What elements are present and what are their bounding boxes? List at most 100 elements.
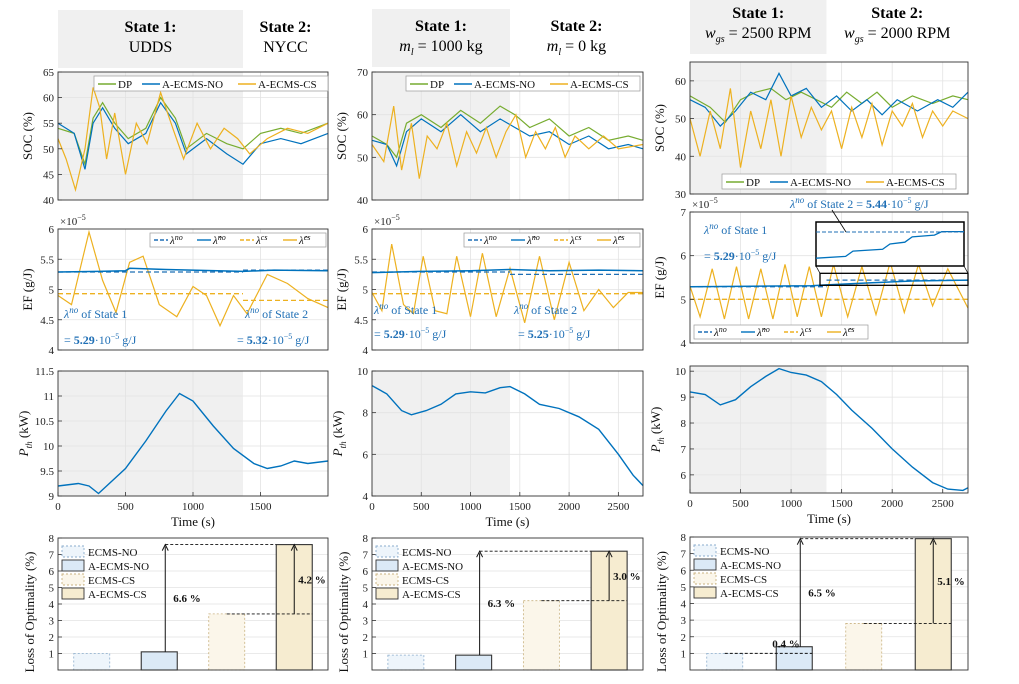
y-tick-label: 5: [363, 285, 369, 297]
y-tick-label: 8: [363, 533, 369, 545]
y-tick-label: 2: [681, 632, 687, 644]
y-tick-label: 4: [681, 599, 687, 611]
y-tick-label: 4: [49, 599, 55, 611]
loss-gap-label-no: 6.5 %: [808, 588, 836, 600]
pth-ylabel: Pth (kW): [16, 411, 34, 458]
loss-legend-swatch: [693, 572, 717, 585]
loss-legend-label: ECMS-CS: [720, 574, 767, 586]
state-1-header-shade: [58, 10, 243, 68]
y-tick-label: 6: [363, 566, 369, 578]
loss-legend-swatch: [375, 587, 399, 600]
y-tick-label: 3: [363, 616, 369, 628]
y-tick-label: 4.5: [354, 315, 368, 327]
loss-legend-swatch: [61, 587, 85, 600]
soc-ylabel: SOC (%): [20, 112, 35, 160]
ef-zoom-connector: [815, 265, 821, 274]
y-tick-label: 4: [681, 338, 687, 350]
loss-legend-label: A-ECMS-CS: [88, 589, 147, 601]
x-tick-label: 0: [369, 501, 375, 513]
loss-legend-swatch: [375, 573, 399, 586]
ef-annotation-state-2-title: λno of State 2: [513, 301, 577, 317]
ef-annotation-state-1-value: = 5.29·10−5 g/J: [374, 326, 447, 341]
y-tick-label: 9: [681, 392, 687, 404]
y-tick-label: 9.5: [40, 466, 54, 478]
state-1-shade: [372, 72, 510, 200]
loss-gap-label-extra: 0.4 %: [772, 638, 800, 650]
soc-series-a-ecms-no: [689, 71, 969, 127]
y-tick-label: 6: [49, 566, 55, 578]
y-tick-label: 40: [43, 195, 55, 207]
soc-legend-box: [721, 173, 957, 190]
ef-legend: λno λ̂no λcs λ̂cs: [693, 324, 869, 340]
ef-zoom-inset-line: [815, 230, 964, 259]
y-tick-label: 5.5: [354, 254, 368, 266]
y-tick-label: 4: [49, 345, 55, 357]
ef-zoom-region: [819, 272, 969, 286]
state-1-title: State 1:: [124, 19, 176, 36]
loss-legend-swatch: [61, 545, 85, 558]
soc-axes: [689, 61, 969, 195]
loss-legend: ECMS-NO A-ECMS-NO ECMS-CS A-ECMS-CS: [375, 545, 463, 601]
loss-gap-arrowhead: [290, 543, 298, 551]
y-tick-label: 70: [357, 67, 369, 79]
soc-plot: 40 50 60 70 SOC (%) DP A-ECMS-NO A-ECMS-CS: [334, 67, 644, 207]
y-tick-label: 9: [49, 491, 55, 503]
ef-legend-label: λ̂no: [526, 233, 540, 247]
ef-legend-label: λno: [169, 233, 183, 247]
ef-plot: 4 4.5 5 5.5 6 EF (g/J) ×10−5 λno λ̂no λcs λ̂cs λno …: [334, 213, 644, 357]
soc-series-dp: [371, 105, 644, 159]
ef-legend-label: λcs: [569, 233, 581, 247]
soc-legend-box: [93, 75, 329, 92]
soc-legend-label: A-ECMS-NO: [162, 79, 223, 91]
loss-legend-label: ECMS-CS: [402, 575, 449, 587]
loss-legend-label: ECMS-NO: [720, 546, 770, 558]
soc-legend-label: A-ECMS-CS: [886, 177, 945, 189]
x-tick-label: 500: [117, 501, 134, 513]
soc-series-dp: [689, 87, 969, 124]
y-tick-label: 1: [49, 649, 55, 661]
y-tick-label: 8: [681, 532, 687, 544]
ef-annotation-state-1-value: = 5.29·10−5 g/J: [64, 332, 137, 347]
y-tick-label: 7: [363, 550, 369, 562]
loss-legend-label: A-ECMS-CS: [402, 589, 461, 601]
y-tick-label: 1: [363, 649, 369, 661]
y-tick-label: 7: [49, 550, 55, 562]
y-tick-label: 3: [681, 615, 687, 627]
y-tick-label: 2: [49, 632, 55, 644]
y-tick-label: 4: [363, 599, 369, 611]
pth-axes: [689, 365, 969, 494]
loss-bar-ecms-no: [73, 653, 111, 671]
loss-legend-label: A-ECMS-NO: [88, 561, 149, 573]
soc-legend-label: A-ECMS-CS: [258, 79, 317, 91]
loss-legend: ECMS-NO A-ECMS-NO ECMS-CS A-ECMS-CS: [693, 544, 781, 600]
ef-lambda-hat-cs: [371, 243, 643, 323]
ef-scale-label: ×10−5: [692, 196, 718, 211]
ef-lambda-hat-cs: [689, 259, 969, 320]
ef-legend: λno λ̂no λcs λ̂cs: [463, 232, 641, 248]
loss-legend-swatch: [61, 573, 85, 586]
ef-annotation-state-1-title: λno of State 1: [63, 305, 127, 321]
x-tick-label: 0: [687, 498, 693, 510]
y-tick-label: 7: [681, 444, 687, 456]
state-1-title: State 1:: [732, 5, 784, 22]
loss-legend-swatch: [375, 559, 399, 572]
ef-annotation-state-1-value: = 5.29·10−5 g/J: [704, 248, 777, 263]
y-tick-label: 30: [675, 189, 687, 201]
loss-legend-label: ECMS-CS: [88, 575, 135, 587]
y-tick-label: 6: [681, 251, 687, 263]
pth-line: [689, 367, 969, 492]
y-tick-label: 5.5: [40, 254, 54, 266]
x-tick-label: 2500: [932, 498, 955, 510]
ef-annotation-arrow: [831, 209, 847, 233]
pth-xlabel: Time (s): [171, 514, 215, 529]
loss-bar-ecms-cs: [845, 623, 883, 671]
y-tick-label: 8: [49, 533, 55, 545]
loss-ylabel: Loss of Optimality (%): [22, 552, 37, 673]
state-1-header-shade: [372, 9, 510, 67]
loss-legend-swatch: [693, 586, 717, 599]
loss-bar-a-ecms-no: [455, 654, 493, 671]
loss-ylabel: Loss of Optimality (%): [654, 551, 669, 672]
y-tick-label: 8: [681, 418, 687, 430]
ef-plot: 4 5 6 7 EF (g/J) ×10−5 λno λ̂no λcs λ̂cs λno of St…: [652, 195, 969, 350]
